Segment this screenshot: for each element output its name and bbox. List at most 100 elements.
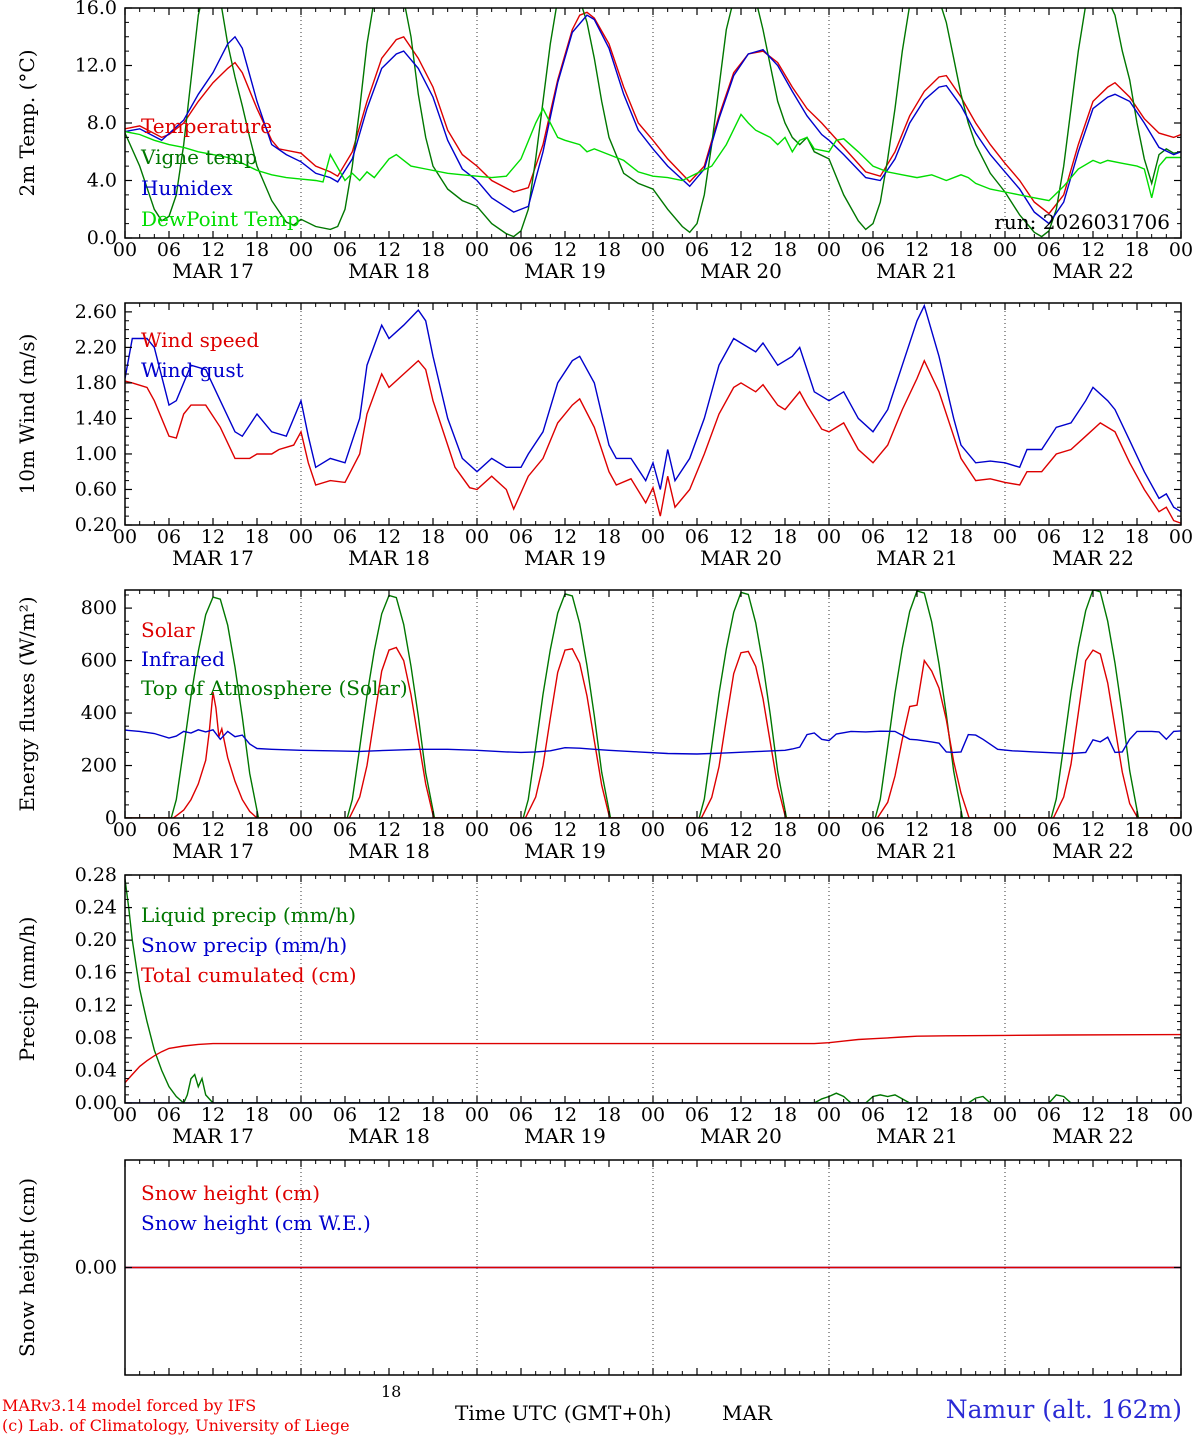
x-tick-label: 06 xyxy=(333,819,357,841)
x-tick-label: 18 xyxy=(1125,526,1149,548)
y-tick-label: 0.12 xyxy=(75,994,117,1016)
x-tick-label: 12 xyxy=(1081,1104,1105,1126)
x-tick-label: 12 xyxy=(553,819,577,841)
x-tick-label: 06 xyxy=(861,239,885,261)
day-label: MAR 20 xyxy=(700,1124,782,1148)
panel-snow: 0.00 Snow height (cm) Snow height (cm W.E.… xyxy=(15,1159,1182,1376)
x-tick-label: 06 xyxy=(1037,819,1061,841)
y-tick-label: 8.0 xyxy=(87,112,117,134)
y-tick-label: 0 xyxy=(105,807,117,829)
x-tick-label: 06 xyxy=(861,526,885,548)
x-tick-label: 00 xyxy=(289,1104,313,1126)
model-credit-line2: (c) Lab. of Climatology, University of L… xyxy=(2,1416,350,1435)
x-tick-label: 18 xyxy=(421,526,445,548)
day-label: MAR 19 xyxy=(524,546,606,570)
x-tick-label: 12 xyxy=(553,526,577,548)
x-tick-label: 06 xyxy=(1037,526,1061,548)
x-tick-label: 00 xyxy=(113,819,137,841)
x-tick-label: 00 xyxy=(113,526,137,548)
x-tick-label: 00 xyxy=(1169,819,1193,841)
legend-snow-precip-mm-h: Snow precip (mm/h) xyxy=(141,933,347,957)
x-tick-label: 06 xyxy=(333,1104,357,1126)
x-tick-label: 06 xyxy=(685,526,709,548)
y-tick-label: 0.60 xyxy=(75,478,117,500)
panel-frame xyxy=(124,589,1182,819)
x-tick-label: 06 xyxy=(861,1104,885,1126)
x-tick-label: 00 xyxy=(465,1104,489,1126)
day-label: MAR 17 xyxy=(172,1124,254,1148)
panel-precip: 0.00 0.04 0.08 0.12 0.16 0.20 0.24 0.28 00 06 12 18… xyxy=(15,864,1193,1148)
x-tick-label: 18 xyxy=(421,239,445,261)
x-tick-label: 18 xyxy=(773,526,797,548)
x-tick-label: 18 xyxy=(597,1104,621,1126)
x-tick-label: 06 xyxy=(685,819,709,841)
y-tick-label: 800 xyxy=(81,597,117,619)
y-tick-label: 12.0 xyxy=(75,55,117,77)
legend-humidex: Humidex xyxy=(141,176,233,200)
x-tick-label: 06 xyxy=(685,1104,709,1126)
day-label: MAR 18 xyxy=(348,1124,430,1148)
day-label: MAR 22 xyxy=(1052,839,1134,863)
x-tick-label: 00 xyxy=(465,819,489,841)
day-label: MAR 19 xyxy=(524,839,606,863)
legend-temperature: Temperature xyxy=(141,114,272,138)
y-tick-label: 0.16 xyxy=(75,962,117,984)
panel-wind: 0.20 0.60 1.00 1.40 1.80 2.20 2.60 00 06 12 18 00 06… xyxy=(15,301,1193,570)
y-tick-label: 0.20 xyxy=(75,929,117,951)
x-tick-label: 18 xyxy=(949,1104,973,1126)
x-tick-label: 18 xyxy=(773,239,797,261)
series-humidex-line xyxy=(125,14,1181,225)
series-total-cumulated-line xyxy=(125,1033,1181,1084)
y-tick-label: 0.04 xyxy=(75,1059,117,1081)
x-tick-label: 12 xyxy=(905,1104,929,1126)
x-tick-label: 06 xyxy=(333,239,357,261)
panel-energy: 0 200 400 600 800 00 06 12 18 00 06 12 18 00 06 12 18 00 0… xyxy=(15,589,1193,863)
legend-liquid-precip-mm-h: Liquid precip (mm/h) xyxy=(141,903,356,927)
model-credit-line1: MARv3.14 model forced by IFS xyxy=(2,1396,257,1415)
x-tick-label: 18 xyxy=(421,819,445,841)
legend-wind-speed: Wind speed xyxy=(141,328,259,352)
x-tick-label: 06 xyxy=(509,526,533,548)
x-tick-label: 12 xyxy=(553,1104,577,1126)
day-label: MAR 22 xyxy=(1052,259,1134,283)
y-axis-title: Snow height (cm) xyxy=(15,1178,39,1357)
legend-dewpoint-temp: DewPoint Temp xyxy=(141,207,300,231)
series-temperature-line xyxy=(125,11,1181,215)
x-tick-label: 00 xyxy=(817,239,841,261)
panel-temperature: 0.0 4.0 8.0 12.0 16.0 00 06 12 18 00 06 12 18 00 06 12 1… xyxy=(15,0,1193,283)
series-dewpoint-temp-line xyxy=(125,107,1181,202)
x-tick-label: 18 xyxy=(949,239,973,261)
series-solar-line xyxy=(125,646,1181,818)
day-label: MAR 20 xyxy=(700,546,782,570)
x-tick-label: 18 xyxy=(1125,239,1149,261)
legend-total-cumulated-cm: Total cumulated (cm) xyxy=(141,963,357,987)
y-tick-label: 0.0 xyxy=(87,227,117,249)
x-tick-label: 12 xyxy=(201,526,225,548)
x-tick-label: 00 xyxy=(817,819,841,841)
day-label: MAR 18 xyxy=(348,546,430,570)
x-tick-label: 00 xyxy=(289,526,313,548)
day-label: MAR 17 xyxy=(172,839,254,863)
time-axis-title: Time UTC (GMT+0h) xyxy=(455,1401,672,1425)
x-tick-label: 00 xyxy=(465,526,489,548)
x-tick-label: 06 xyxy=(861,819,885,841)
legend-wind-gust: Wind gust xyxy=(141,358,244,382)
x-tick-label: 12 xyxy=(377,1104,401,1126)
day-label: MAR 21 xyxy=(876,1124,958,1148)
x-tick-label: 00 xyxy=(1169,526,1193,548)
x-tick-label: 06 xyxy=(157,1104,181,1126)
x-tick-label: 18 xyxy=(245,239,269,261)
legend-infrared: Infrared xyxy=(141,647,225,671)
station-label: Namur (alt. 162m) xyxy=(945,1395,1182,1424)
y-tick-label: 1.00 xyxy=(75,443,117,465)
legend-solar: Solar xyxy=(141,618,195,642)
y-tick-label: 1.80 xyxy=(75,372,117,394)
y-tick-label: 0.24 xyxy=(75,897,117,919)
x-tick-label: 06 xyxy=(157,819,181,841)
day-label: MAR 20 xyxy=(700,259,782,283)
y-tick-label: 1.40 xyxy=(75,407,117,429)
x-tick-label: 18 xyxy=(245,526,269,548)
x-tick-label: 00 xyxy=(289,819,313,841)
x-tick-label: 12 xyxy=(201,239,225,261)
x-tick-label: 00 xyxy=(465,239,489,261)
